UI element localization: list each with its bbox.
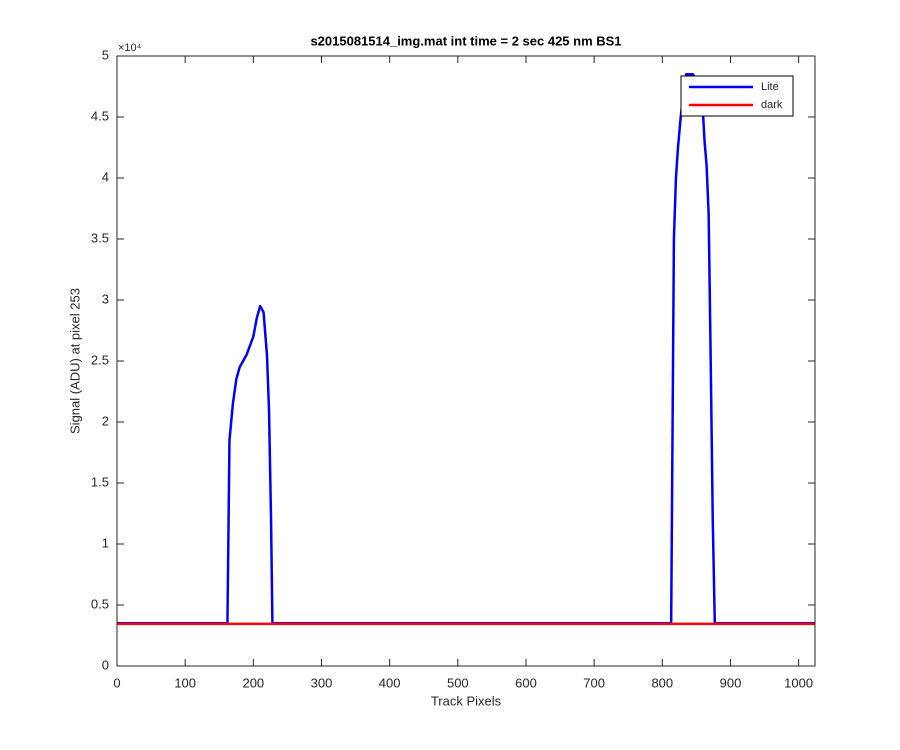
x-tick-label: 1000 bbox=[784, 675, 813, 690]
x-tick-label: 100 bbox=[174, 675, 196, 690]
y-scale-label: ×10⁴ bbox=[118, 42, 142, 54]
x-tick-label: 600 bbox=[515, 675, 537, 690]
y-tick-label: 5 bbox=[102, 47, 109, 62]
y-tick-label: 4 bbox=[102, 169, 109, 184]
x-tick-label: 400 bbox=[379, 675, 401, 690]
x-tick-label: 0 bbox=[113, 675, 120, 690]
y-tick-label: 4.5 bbox=[91, 108, 109, 123]
y-tick-label: 1 bbox=[102, 535, 109, 550]
x-tick-label: 800 bbox=[651, 675, 673, 690]
y-tick-label: 0.5 bbox=[91, 596, 109, 611]
y-axis-label: Signal (ADU) at pixel 253 bbox=[67, 288, 82, 434]
plot-area bbox=[117, 56, 815, 666]
x-tick-label: 500 bbox=[447, 675, 469, 690]
x-tick-label: 300 bbox=[311, 675, 333, 690]
y-tick-label: 0 bbox=[102, 657, 109, 672]
legend-label: Lite bbox=[761, 81, 779, 93]
x-tick-label: 200 bbox=[242, 675, 264, 690]
y-tick-label: 2 bbox=[102, 413, 109, 428]
chart-title: s2015081514_img.mat int time = 2 sec 425… bbox=[310, 33, 621, 48]
y-tick-label: 2.5 bbox=[91, 352, 109, 367]
x-axis-label: Track Pixels bbox=[431, 693, 502, 708]
y-tick-label: 1.5 bbox=[91, 474, 109, 489]
x-tick-label: 900 bbox=[720, 675, 742, 690]
axes-box bbox=[116, 55, 816, 667]
legend-box bbox=[680, 75, 794, 117]
legend-label: dark bbox=[761, 99, 783, 111]
y-tick-label: 3 bbox=[102, 291, 109, 306]
y-tick-label: 3.5 bbox=[91, 230, 109, 245]
x-tick-label: 700 bbox=[583, 675, 605, 690]
